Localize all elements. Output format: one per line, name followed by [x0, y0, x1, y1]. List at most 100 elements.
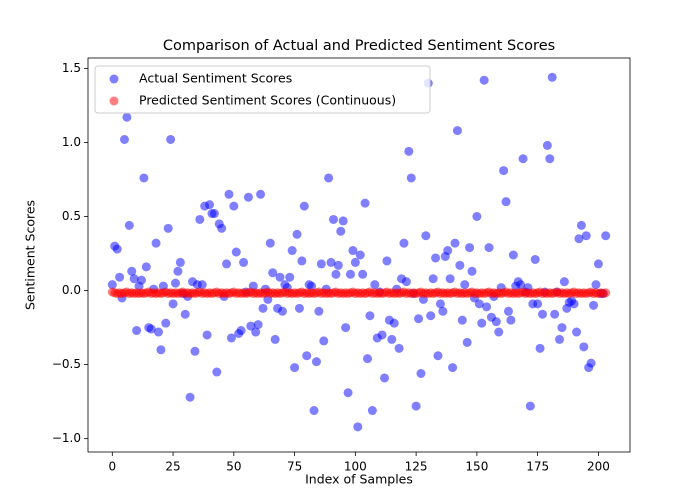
point [572, 327, 582, 337]
point [173, 266, 183, 276]
legend-marker [109, 96, 119, 106]
point [309, 406, 319, 416]
point [268, 268, 278, 278]
point [411, 401, 421, 411]
point [557, 323, 567, 333]
point [355, 250, 365, 260]
point [484, 243, 494, 253]
y-tick-label: 0.5 [62, 209, 81, 223]
point [377, 330, 387, 340]
point [205, 200, 215, 210]
point [161, 318, 171, 328]
point [601, 288, 611, 298]
point [394, 343, 404, 353]
point [576, 220, 586, 230]
x-tick-label: 75 [287, 460, 302, 474]
x-tick-label: 175 [526, 460, 549, 474]
point [360, 198, 370, 208]
point [399, 238, 409, 248]
point [525, 401, 535, 411]
point [156, 345, 166, 355]
point [292, 229, 302, 239]
point [358, 269, 368, 279]
y-tick-label: 1.5 [62, 61, 81, 75]
point [319, 336, 329, 346]
legend-marker [109, 74, 119, 84]
point [127, 266, 137, 276]
point [591, 280, 601, 290]
point [380, 373, 390, 383]
point [530, 254, 540, 264]
y-tick-label: −1.0 [52, 431, 81, 445]
point [426, 311, 436, 321]
point [341, 323, 351, 333]
point [253, 320, 263, 330]
point [518, 154, 528, 164]
point [338, 216, 348, 226]
point [569, 299, 579, 309]
point [153, 327, 163, 337]
point [146, 324, 156, 334]
point [107, 280, 117, 290]
point [401, 277, 411, 287]
point [499, 166, 509, 176]
legend-label: Actual Sentiment Scores [139, 71, 292, 86]
point [302, 351, 312, 361]
point [542, 140, 552, 150]
point [314, 306, 324, 316]
point [462, 337, 472, 347]
point [294, 303, 304, 313]
point [414, 314, 424, 324]
point [443, 246, 453, 256]
point [258, 303, 268, 313]
point [231, 247, 241, 257]
point [389, 318, 399, 328]
point [404, 146, 414, 156]
point [151, 238, 161, 248]
point [197, 280, 207, 290]
point [195, 214, 205, 224]
point [479, 75, 489, 85]
point [370, 280, 380, 290]
point [307, 281, 317, 291]
point [501, 197, 511, 207]
point [132, 326, 142, 336]
point [450, 238, 460, 248]
point [431, 253, 441, 263]
x-tick-label: 200 [587, 460, 610, 474]
point [559, 277, 569, 287]
point [482, 302, 492, 312]
x-tick-label: 100 [344, 460, 367, 474]
point [129, 274, 139, 284]
point [209, 209, 219, 219]
point [601, 231, 611, 241]
point [581, 231, 591, 241]
point [545, 154, 555, 164]
x-tick-label: 150 [465, 460, 488, 474]
point [550, 309, 560, 319]
point [136, 275, 146, 285]
point [455, 260, 465, 270]
point [324, 173, 334, 183]
point [467, 266, 477, 276]
point [435, 299, 445, 309]
point [139, 173, 149, 183]
point [217, 223, 227, 233]
point [265, 238, 275, 248]
point [229, 201, 239, 211]
point [168, 299, 178, 309]
point [287, 246, 297, 256]
point [406, 173, 416, 183]
point [275, 272, 285, 282]
point [508, 250, 518, 260]
point [474, 299, 484, 309]
point [387, 334, 397, 344]
legend-box [94, 65, 431, 114]
point [331, 269, 341, 279]
point [226, 333, 236, 343]
point [538, 309, 548, 319]
point [516, 280, 526, 290]
point [555, 334, 565, 344]
point [472, 211, 482, 221]
